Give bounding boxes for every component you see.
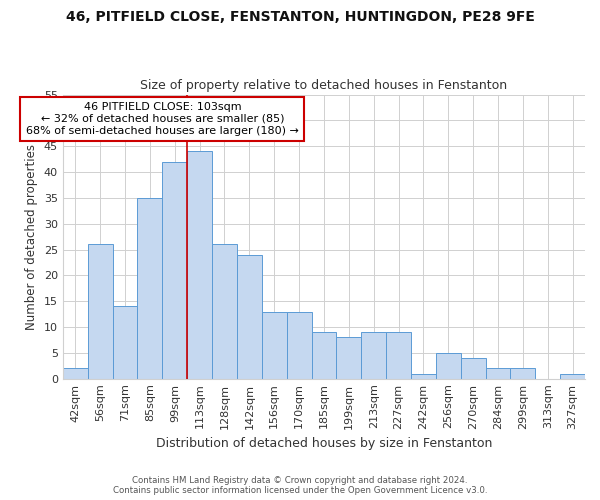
Title: Size of property relative to detached houses in Fenstanton: Size of property relative to detached ho… [140, 79, 508, 92]
Bar [511, 368, 535, 378]
Text: 46, PITFIELD CLOSE, FENSTANTON, HUNTINGDON, PE28 9FE: 46, PITFIELD CLOSE, FENSTANTON, HUNTINGD… [65, 10, 535, 24]
Bar [212, 244, 237, 378]
Bar [137, 198, 163, 378]
Text: Contains HM Land Registry data © Crown copyright and database right 2024.
Contai: Contains HM Land Registry data © Crown c… [113, 476, 487, 495]
Bar [436, 353, 461, 378]
Bar [386, 332, 411, 378]
Bar [113, 306, 137, 378]
Bar [262, 312, 287, 378]
Bar [88, 244, 113, 378]
Bar [337, 338, 361, 378]
Bar [461, 358, 485, 378]
Bar [411, 374, 436, 378]
Bar [361, 332, 386, 378]
Bar [187, 152, 212, 378]
Y-axis label: Number of detached properties: Number of detached properties [25, 144, 38, 330]
Bar [311, 332, 337, 378]
Bar [485, 368, 511, 378]
Bar [63, 368, 88, 378]
Bar [163, 162, 187, 378]
Bar [287, 312, 311, 378]
Text: 46 PITFIELD CLOSE: 103sqm
← 32% of detached houses are smaller (85)
68% of semi-: 46 PITFIELD CLOSE: 103sqm ← 32% of detac… [26, 102, 299, 136]
Bar [237, 254, 262, 378]
X-axis label: Distribution of detached houses by size in Fenstanton: Distribution of detached houses by size … [156, 437, 492, 450]
Bar [560, 374, 585, 378]
